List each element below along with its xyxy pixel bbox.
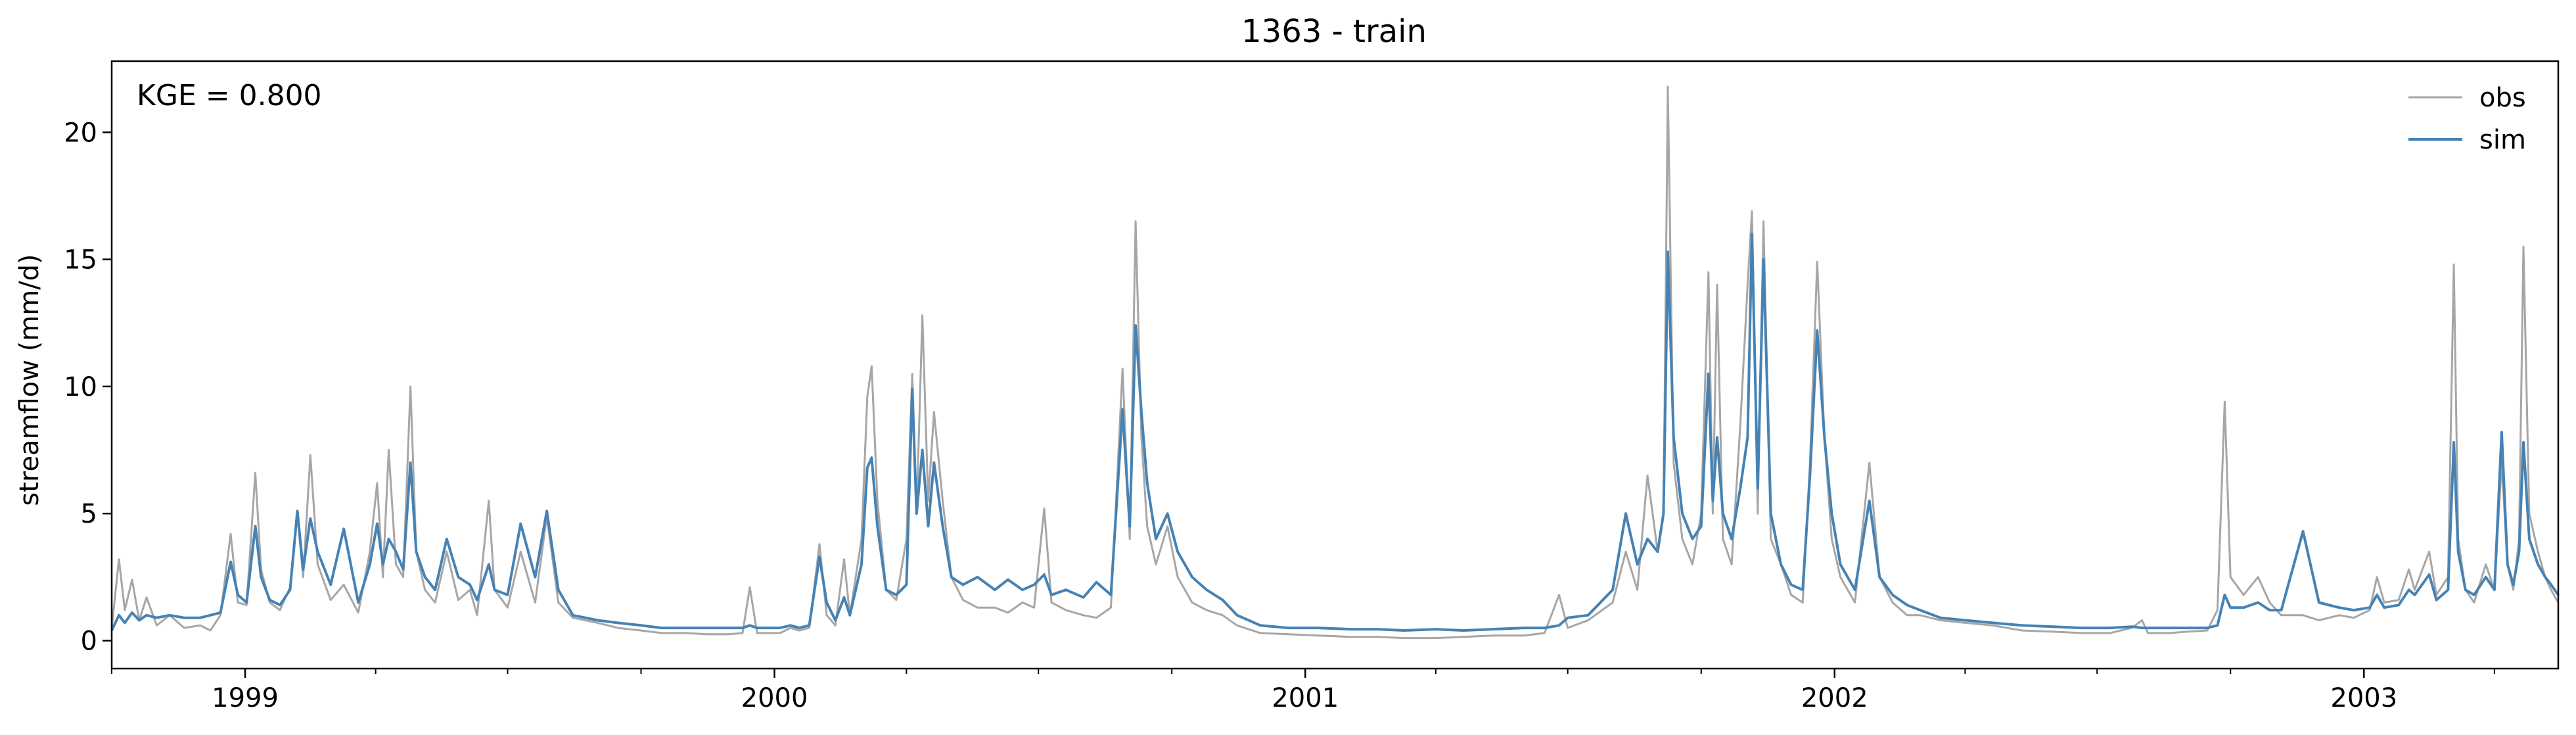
series-line-sim: [110, 232, 2560, 632]
y-tick-label: 0: [81, 626, 97, 656]
y-tick-label: 10: [64, 372, 97, 402]
series-layer: [110, 85, 2560, 640]
y-tick-label: 20: [64, 118, 97, 148]
plot-area: 1999 2000 2001 2002 2003 0 5 10 15 20: [64, 60, 2560, 713]
y-axis: 0 5 10 15 20: [64, 118, 112, 656]
x-tick-label: 2002: [1801, 683, 1868, 713]
axes-frame: [110, 60, 2560, 670]
x-tick-label: 2003: [2330, 683, 2397, 713]
y-tick-label: 5: [81, 499, 97, 529]
legend-label-obs: obs: [2479, 83, 2526, 113]
x-axis: 1999 2000 2001 2002 2003: [111, 669, 2495, 713]
legend: obs sim: [2408, 83, 2526, 155]
kge-annotation: KGE = 0.800: [137, 79, 322, 112]
chart-title: 1363 - train: [1241, 13, 1427, 50]
legend-label-sim: sim: [2479, 125, 2526, 155]
y-axis-label: streamflow (mm/d): [14, 254, 45, 506]
x-tick-label: 2001: [1272, 683, 1339, 713]
x-tick-label: 2000: [741, 683, 808, 713]
x-tick-label: 1999: [212, 683, 279, 713]
y-tick-label: 15: [64, 245, 97, 275]
